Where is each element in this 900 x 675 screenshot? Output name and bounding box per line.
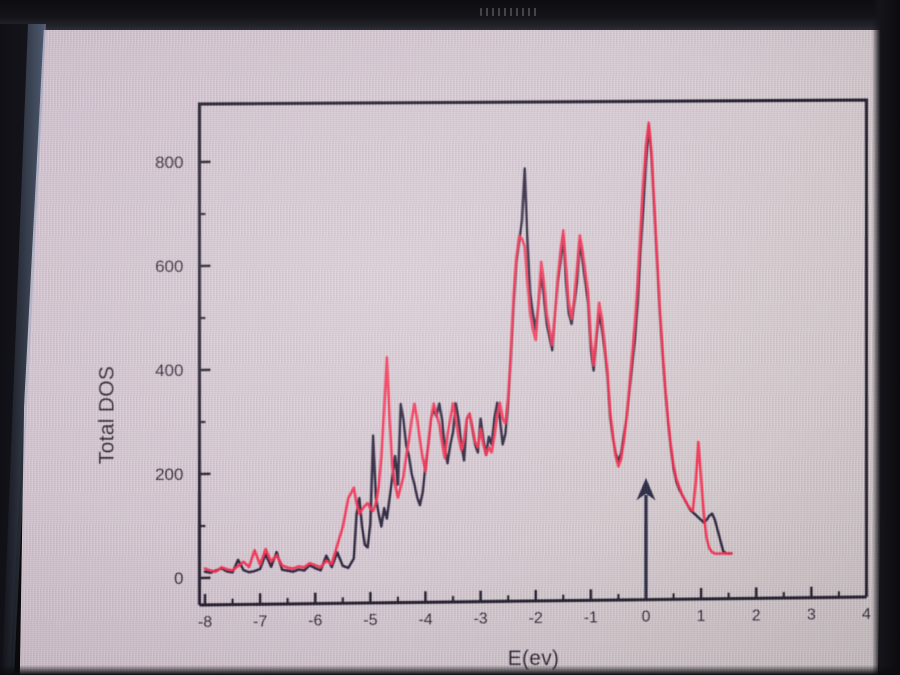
- plot-frame: [197, 98, 869, 607]
- x-tick-label: -3: [473, 611, 487, 628]
- x-axis-label: E(ev): [508, 647, 560, 670]
- axis-tick-labels: -8 -7 -6 -5 -4 -3 -2 -1 0 1 2 3 4 0 200 400 600 800: [155, 153, 871, 631]
- lcd-screen: -8 -7 -6 -5 -4 -3 -2 -1 0 1 2 3 4 0 200 400 600 800 E(ev)…: [19, 30, 888, 675]
- axis-ticks: [199, 160, 868, 605]
- laptop-bezel-bottom: [0, 665, 900, 675]
- y-tick-label: 400: [155, 361, 183, 380]
- y-tick-label: 200: [155, 465, 183, 484]
- x-tick-label: -8: [198, 614, 212, 631]
- y-axis-label: Total DOS: [95, 366, 118, 464]
- x-tick-label: 0: [642, 609, 651, 626]
- fermi-level-arrow: [636, 477, 656, 598]
- x-tick-label: 4: [862, 606, 871, 623]
- x-tick-label: -4: [418, 611, 432, 628]
- y-tick-label: 600: [155, 257, 183, 276]
- x-tick-label: -2: [529, 610, 543, 627]
- x-tick-label: 1: [697, 608, 706, 625]
- x-tick-label: -7: [253, 613, 267, 630]
- bezel-indicator-text: [480, 8, 540, 16]
- dos-curve-red: [203, 121, 733, 573]
- series-layer: [203, 121, 733, 574]
- x-tick-label: -1: [584, 609, 598, 626]
- laptop-bezel-right: [872, 0, 900, 675]
- y-tick-label: 0: [174, 569, 183, 588]
- x-tick-label: -6: [308, 613, 322, 630]
- arrow-head: [636, 477, 656, 501]
- x-tick-label: -5: [363, 612, 377, 629]
- laptop-bezel-top: [0, 0, 900, 30]
- x-tick-label: 3: [807, 607, 816, 624]
- x-tick-label: 2: [752, 607, 761, 624]
- y-tick-label: 800: [155, 153, 183, 172]
